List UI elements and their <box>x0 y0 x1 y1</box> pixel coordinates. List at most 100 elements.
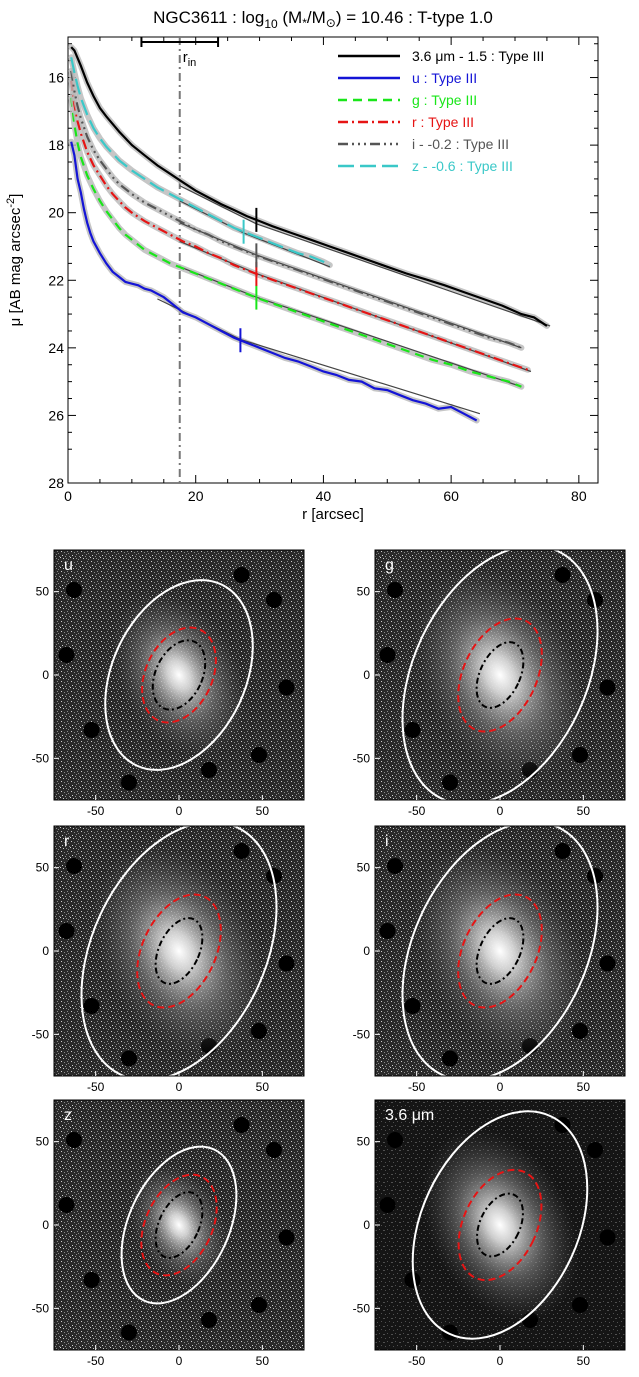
panel-x-tick-label: -50 <box>408 1354 426 1368</box>
masked-star <box>233 843 250 859</box>
masked-star <box>83 1272 100 1288</box>
masked-star <box>66 582 82 598</box>
axis-ticks: 0 20 40 60 80 16 18 20 22 24 26 28 <box>48 37 598 504</box>
legend-label-3p6um: 3.6 μm - 1.5 : Type III <box>412 48 544 64</box>
series-fit-outer <box>240 338 481 415</box>
series-line <box>70 80 529 371</box>
series-fit-outer <box>256 296 522 388</box>
galaxy-light <box>421 1128 579 1322</box>
inner-ellipse <box>475 641 525 709</box>
series-uncertainty-band <box>68 44 550 329</box>
outer-ellipse <box>411 1110 589 1340</box>
masked-star <box>121 774 137 791</box>
y-tick-label: 24 <box>48 340 64 356</box>
masked-star <box>599 1229 616 1246</box>
r-in-label: rin <box>183 49 197 69</box>
panel-y-tick-label: 50 <box>36 585 50 599</box>
series-line <box>70 141 478 422</box>
legend-label-g: g : Type III <box>412 92 477 108</box>
image-panel-4: z -50 0 50 50 0 -50 <box>32 1099 305 1368</box>
panel-x-tick-label: -50 <box>87 1354 105 1368</box>
series-fit-outer <box>256 272 532 373</box>
y-tick-label: 28 <box>48 475 64 491</box>
y-tick-label: 18 <box>48 137 64 153</box>
inner-ellipse <box>476 1192 524 1258</box>
panel-label: i <box>385 833 389 850</box>
panel-y-tick-label: 0 <box>42 668 49 682</box>
masked-star <box>442 1050 458 1067</box>
masked-star <box>587 1142 603 1158</box>
masked-star <box>58 647 75 663</box>
panel-x-tick-label: 0 <box>497 1354 504 1368</box>
masked-star <box>554 567 571 583</box>
masked-star <box>233 1117 250 1133</box>
series-line <box>70 70 522 349</box>
inner-ellipse <box>154 1191 204 1259</box>
masked-star <box>404 1272 421 1288</box>
panel-label: g <box>385 557 394 574</box>
masked-star <box>201 1312 217 1328</box>
masked-star <box>83 998 100 1014</box>
panel-x-tick-label: 0 <box>497 804 504 818</box>
masked-star <box>278 1229 295 1246</box>
image-panel-5: 3.6 μm -50 0 50 50 0 -50 <box>353 1099 626 1368</box>
panel-y-tick-label: 50 <box>36 1135 50 1149</box>
masked-star <box>442 774 458 791</box>
x-tick-label: 0 <box>64 488 72 504</box>
image-panel-2: r -50 0 50 50 0 -50 <box>32 825 305 1094</box>
masked-star <box>599 679 616 696</box>
x-tick-label: 80 <box>571 488 587 504</box>
panel-x-tick-label: 0 <box>176 1354 183 1368</box>
legend-label-r: r : Type III <box>412 114 474 130</box>
panel-x-tick-label: 50 <box>577 1080 591 1094</box>
legend-entry-3p6um: 3.6 μm - 1.5 : Type III <box>338 48 544 64</box>
middle-ellipse <box>457 1168 543 1282</box>
series-3 <box>68 77 532 373</box>
masked-star <box>572 1297 588 1313</box>
masked-star <box>266 868 282 884</box>
panel-x-tick-label: -50 <box>87 1080 105 1094</box>
masked-star <box>599 955 616 972</box>
x-axis-title: r [arcsec] <box>302 506 364 523</box>
image-panel-0: u -50 0 50 50 0 -50 <box>32 549 305 818</box>
masked-star <box>66 1132 82 1148</box>
panel-x-tick-label: 0 <box>497 1080 504 1094</box>
masked-star <box>58 923 75 939</box>
series-lines <box>68 44 551 424</box>
y-tick-label: 26 <box>48 407 64 423</box>
series-4 <box>68 67 525 351</box>
y-tick-label: 22 <box>48 272 64 288</box>
masked-star <box>121 1050 137 1067</box>
masked-star <box>121 1324 137 1341</box>
legend-label-z: z - -0.6 : Type III <box>412 158 513 174</box>
legend-entry-r: r : Type III <box>338 114 474 130</box>
panel-x-tick-label: 50 <box>577 1354 591 1368</box>
series-2 <box>68 94 525 390</box>
middle-ellipse <box>141 626 217 724</box>
outer-ellipse <box>120 1145 238 1305</box>
panel-x-tick-label: -50 <box>408 804 426 818</box>
panel-y-tick-label: -50 <box>32 1027 50 1041</box>
masked-star <box>278 679 295 696</box>
legend: 3.6 μm - 1.5 : Type III u : Type III g :… <box>338 48 544 174</box>
panel-y-tick-label: 50 <box>357 1135 371 1149</box>
masked-star <box>442 1324 458 1341</box>
masked-star <box>201 762 217 778</box>
legend-entry-u: u : Type III <box>338 70 477 86</box>
panel-y-tick-label: 50 <box>36 861 50 875</box>
plot-frame <box>67 36 599 484</box>
outer-ellipse <box>401 826 599 1076</box>
outer-ellipse <box>401 550 599 800</box>
masked-star <box>379 647 396 663</box>
panel-y-tick-label: -50 <box>32 1301 50 1315</box>
series-1 <box>68 138 481 424</box>
legend-entry-g: g : Type III <box>338 92 477 108</box>
masked-star <box>587 592 603 608</box>
series-uncertainty-band <box>68 67 525 351</box>
middle-ellipse <box>457 893 543 1009</box>
panel-x-tick-label: 50 <box>256 1354 270 1368</box>
middle-ellipse <box>136 893 222 1009</box>
outer-ellipse <box>80 826 278 1076</box>
panel-x-tick-label: 0 <box>176 804 183 818</box>
masked-star <box>387 582 403 598</box>
